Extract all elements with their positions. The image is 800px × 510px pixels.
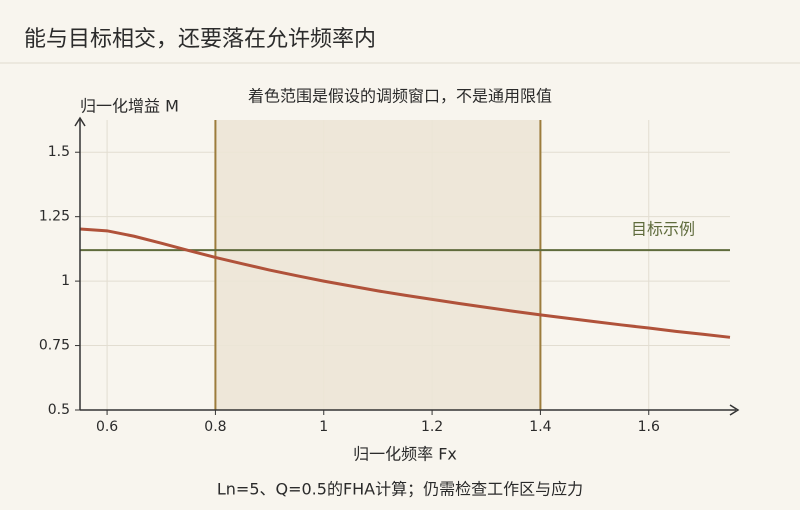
x-tick-label: 0.8 — [204, 419, 226, 435]
x-axis-arrow — [729, 404, 740, 416]
gain-curve — [79, 227, 731, 339]
x-tick-label: 1 — [319, 419, 328, 435]
y-tick-label: 1.5 — [48, 144, 70, 160]
x-tick-label: 0.6 — [96, 419, 118, 435]
x-tick-label: 1.4 — [529, 419, 551, 435]
x-tick-label: 1.2 — [421, 419, 443, 435]
frequency-band — [215, 120, 541, 410]
y-tick-label: 0.75 — [39, 338, 70, 354]
chart-title: 能与目标相交，还要落在允许频率内 — [24, 27, 376, 52]
y-tick-label: 0.5 — [48, 402, 70, 418]
x-tick-label: 1.6 — [638, 419, 660, 435]
y-axis-label: 归一化增益 M — [80, 97, 179, 116]
footnote: Ln=5、Q=0.5的FHA计算；仍需检查工作区与应力 — [217, 480, 583, 499]
y-tick-label: 1.25 — [39, 209, 70, 225]
band-annotation: 着色范围是假设的调频窗口，不是通用限值 — [248, 87, 552, 106]
y-axis-arrow — [74, 116, 86, 127]
y-tick-label: 1 — [61, 273, 70, 289]
x-axis-label: 归一化频率 Fx — [353, 445, 457, 464]
target-label: 目标示例 — [631, 220, 695, 239]
